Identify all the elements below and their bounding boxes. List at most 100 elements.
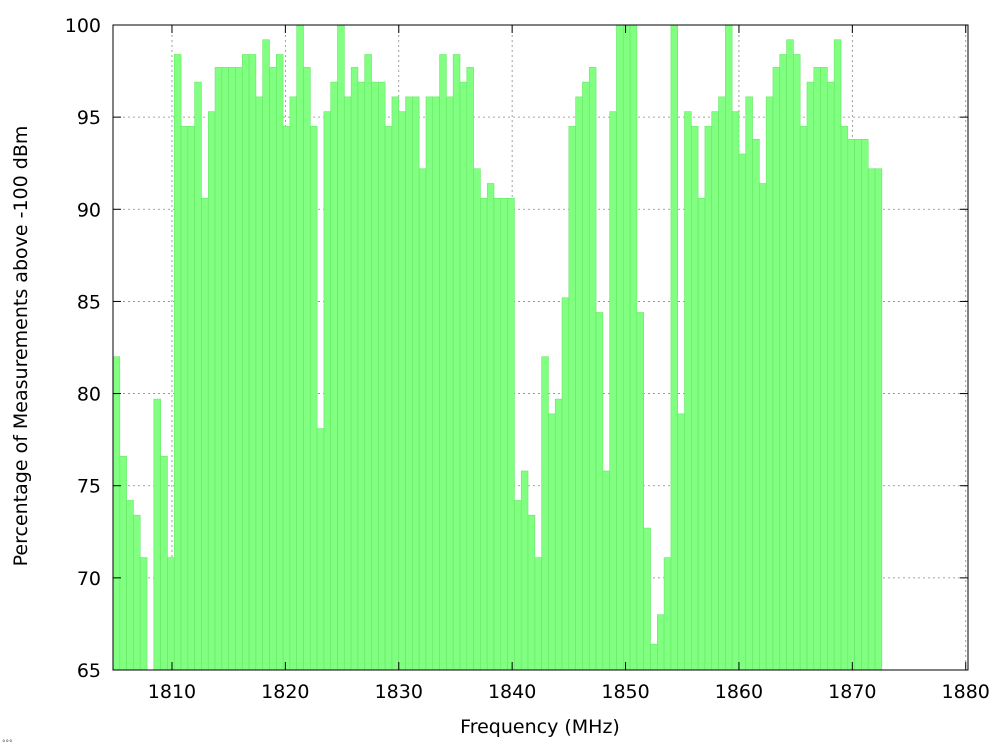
bar: [167, 557, 175, 670]
bar: [847, 138, 855, 670]
bar: [119, 455, 127, 670]
bar: [221, 67, 229, 670]
tick-labels: 65 70 75 80 85 90 95 100 1810 1820 1830 1840 1850 186…: [65, 15, 990, 703]
bar: [452, 54, 461, 670]
bar: [425, 96, 434, 670]
bar: [813, 67, 821, 670]
x-tick-label: 1870: [828, 681, 876, 703]
bar: [527, 514, 536, 670]
bar: [772, 67, 781, 670]
x-axis-title: Frequency (MHz): [460, 716, 620, 738]
bar: [833, 39, 842, 670]
bar: [636, 312, 644, 670]
bar: [874, 168, 883, 670]
bar: [827, 81, 835, 670]
bar: [248, 54, 257, 670]
bar: [384, 126, 393, 670]
bar: [609, 111, 617, 670]
bar: [656, 614, 665, 670]
bar: [616, 25, 624, 670]
bar: [466, 67, 474, 670]
bar: [378, 81, 386, 670]
bar: [459, 81, 468, 670]
bar: [670, 25, 679, 670]
bar: [493, 197, 502, 670]
bar: [786, 39, 794, 670]
bar: [480, 197, 488, 670]
y-tick-label: 80: [77, 384, 101, 406]
bar: [663, 557, 672, 670]
bar: [507, 197, 515, 670]
bar: [738, 153, 747, 670]
bar: [432, 96, 440, 670]
bar: [269, 67, 277, 670]
bar: [500, 197, 508, 670]
bar: [588, 67, 597, 670]
bar: [201, 197, 209, 670]
bar: [235, 67, 243, 670]
bar: [582, 81, 590, 670]
y-tick-label: 100: [65, 15, 101, 37]
bar: [296, 25, 304, 670]
bar: [595, 312, 604, 670]
bar: [275, 54, 284, 670]
bar: [759, 183, 767, 670]
bar: [684, 111, 692, 670]
x-tick-label: 1880: [942, 681, 990, 703]
bar: [364, 54, 372, 670]
bar: [113, 356, 121, 670]
bar: [473, 168, 481, 670]
bar: [554, 398, 563, 670]
bar: [867, 168, 876, 670]
bar: [568, 126, 576, 670]
bar: [548, 413, 556, 670]
bar: [344, 96, 352, 670]
bar: [806, 81, 815, 670]
corner-mark-text: °°°: [2, 739, 13, 747]
bar: [691, 126, 699, 670]
bar: [677, 413, 685, 670]
plot-frame: [112, 24, 969, 671]
bar: [262, 39, 270, 670]
bar: [323, 111, 332, 670]
bar: [357, 81, 366, 670]
bar: [575, 96, 583, 670]
bar: [207, 111, 216, 670]
bar: [561, 297, 570, 670]
bar: [725, 25, 733, 670]
x-tick-label: 1830: [375, 681, 423, 703]
bar: [602, 470, 610, 670]
y-axis-title: Percentage of Measurements above -100 dB…: [10, 126, 32, 567]
bar: [398, 111, 406, 670]
bar: [126, 500, 134, 670]
bar: [520, 470, 529, 670]
bar: [303, 67, 311, 670]
bar: [337, 25, 345, 670]
bar: [173, 54, 182, 670]
bar: [255, 96, 263, 670]
bar: [391, 96, 400, 670]
bar: [446, 96, 454, 670]
bar: [779, 54, 787, 670]
bar: [534, 557, 542, 670]
bar: [310, 126, 318, 670]
bar: [629, 25, 638, 670]
bar: [180, 126, 189, 670]
bar: [765, 96, 774, 670]
bar: [241, 54, 250, 670]
bar: [820, 67, 828, 670]
x-tick-label: 1820: [261, 681, 309, 703]
x-tick-label: 1850: [601, 681, 649, 703]
bar: [731, 111, 740, 670]
bar: [718, 96, 726, 670]
bar: [650, 643, 658, 670]
bar: [711, 111, 719, 670]
bar: [486, 183, 495, 670]
bar: [745, 96, 753, 670]
bar: [316, 428, 325, 670]
bar: [194, 81, 202, 670]
x-tick-label: 1860: [715, 681, 763, 703]
bar: [412, 96, 420, 670]
bars: [113, 25, 883, 670]
